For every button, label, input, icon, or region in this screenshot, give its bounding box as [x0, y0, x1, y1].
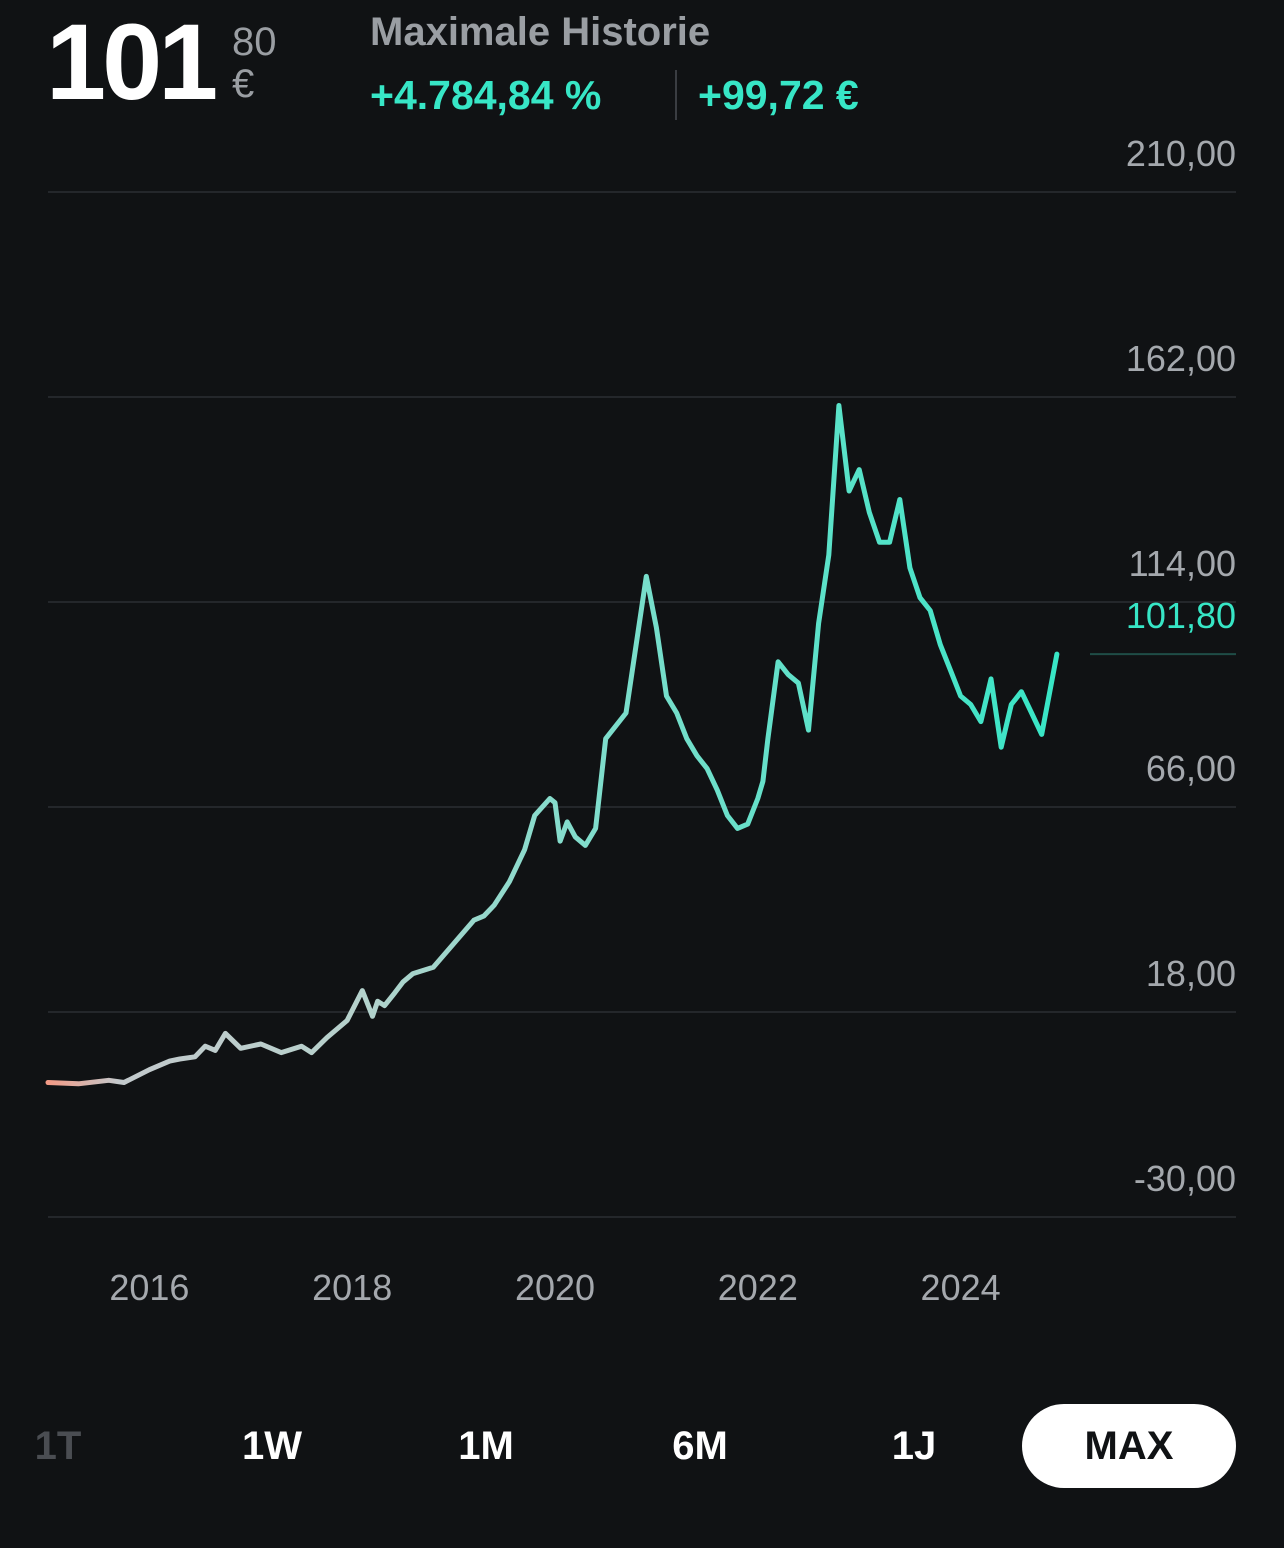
price-integer: 101: [46, 1, 218, 122]
current-value-label: 101,80: [1126, 595, 1236, 636]
x-tick-label: 2020: [515, 1267, 595, 1308]
range-button-max[interactable]: MAX: [1022, 1404, 1236, 1488]
y-tick-label: 66,00: [1146, 748, 1236, 789]
price-currency: €: [232, 62, 255, 106]
x-tick-label: 2024: [921, 1267, 1001, 1308]
change-percent: +4.784,84 %: [370, 72, 602, 118]
time-range-selector: 1T 1W 1M 6M 1J MAX: [0, 1404, 1284, 1488]
period-label: Maximale Historie: [370, 10, 711, 54]
y-tick-label: 114,00: [1129, 543, 1236, 584]
y-tick-label: 210,00: [1126, 133, 1236, 174]
change-absolute: +99,72 €: [698, 72, 859, 118]
range-button-1w[interactable]: 1W: [242, 1423, 302, 1468]
range-button-6m[interactable]: 6M: [672, 1423, 728, 1468]
x-tick-label: 2016: [109, 1267, 189, 1308]
range-button-1t: 1T: [34, 1423, 82, 1468]
change-separator: [675, 70, 677, 120]
y-tick-label: 162,00: [1126, 338, 1236, 379]
y-tick-label: 18,00: [1146, 953, 1236, 994]
range-button-1m[interactable]: 1M: [458, 1423, 514, 1468]
x-tick-label: 2018: [312, 1267, 392, 1308]
price-series-line: [45, 403, 1060, 1087]
price-decimals: 80: [232, 20, 277, 64]
x-tick-label: 2022: [718, 1267, 798, 1308]
price-chart[interactable]: 210,00 162,00 114,00 66,00 18,00 -30,00 101,80…: [0, 0, 1284, 1360]
range-button-1j[interactable]: 1J: [891, 1423, 937, 1468]
y-tick-label: -30,00: [1134, 1158, 1236, 1199]
